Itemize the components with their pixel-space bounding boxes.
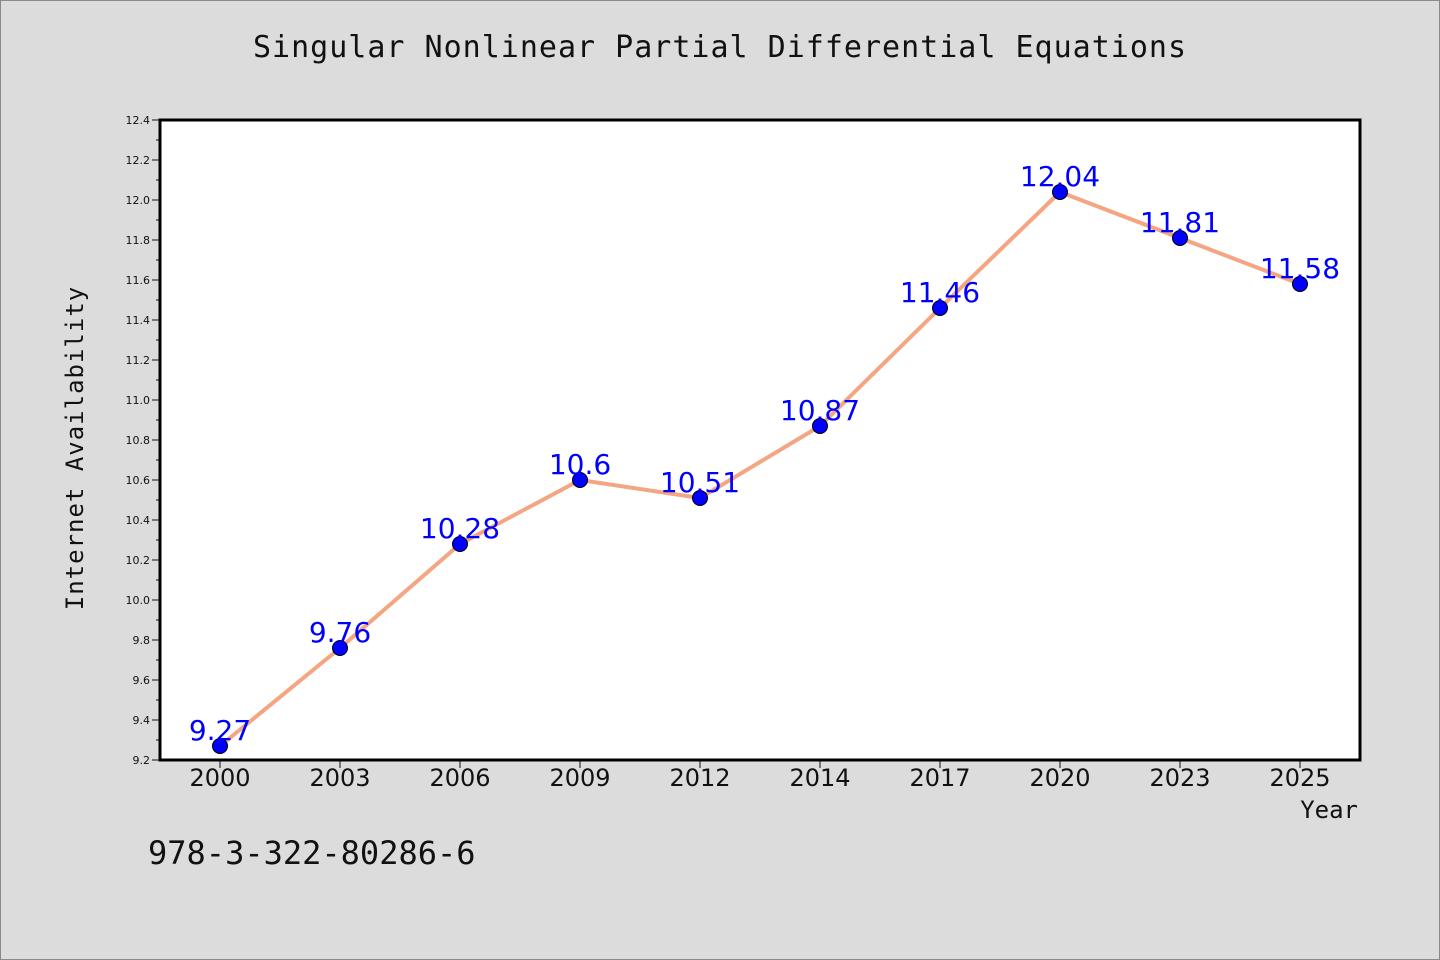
data-label: 12.04 — [1020, 160, 1100, 193]
x-tick-label: 2025 — [1269, 764, 1330, 792]
data-point — [1172, 230, 1188, 246]
y-tick-label: 10.0 — [126, 594, 151, 607]
data-label: 10.28 — [420, 512, 500, 545]
y-tick-label: 12.0 — [126, 194, 151, 207]
y-tick-label: 12.2 — [126, 154, 151, 167]
y-tick-label: 11.2 — [126, 354, 151, 367]
data-point — [332, 640, 348, 656]
y-tick-label: 11.4 — [126, 314, 151, 327]
y-tick-label: 10.8 — [126, 434, 151, 447]
x-tick-label: 2000 — [189, 764, 250, 792]
data-point — [932, 300, 948, 316]
data-point — [572, 472, 588, 488]
y-tick-label: 9.4 — [133, 714, 151, 727]
y-tick-label: 9.2 — [133, 754, 151, 767]
data-label: 9.76 — [309, 616, 371, 649]
x-tick-label: 2012 — [669, 764, 730, 792]
y-tick-label: 10.2 — [126, 554, 151, 567]
y-tick-label: 9.8 — [133, 634, 151, 647]
isbn-caption: 978-3-322-80286-6 — [148, 834, 476, 872]
y-tick-label: 9.6 — [133, 674, 151, 687]
plot-border — [158, 118, 1362, 762]
x-tick-label: 2006 — [429, 764, 490, 792]
data-label: 11.81 — [1140, 206, 1220, 239]
x-tick-label: 2020 — [1029, 764, 1090, 792]
data-label: 11.46 — [900, 276, 980, 309]
chart-title: Singular Nonlinear Partial Differential … — [252, 30, 1187, 65]
data-point — [212, 738, 228, 754]
y-tick-label: 11.6 — [126, 274, 151, 287]
data-point — [452, 536, 468, 552]
y-tick-label: 12.4 — [126, 114, 151, 127]
data-label: 10.6 — [549, 448, 611, 481]
data-label: 10.87 — [780, 394, 860, 427]
x-tick-label: 2009 — [549, 764, 610, 792]
x-tick-label: 2003 — [309, 764, 370, 792]
data-label: 11.58 — [1260, 252, 1340, 285]
series-line — [218, 190, 1302, 748]
y-tick-label: 11.0 — [126, 394, 151, 407]
data-label: 10.51 — [660, 466, 740, 499]
data-point — [1052, 184, 1068, 200]
y-tick-label: 10.4 — [126, 514, 151, 527]
x-tick-label: 2023 — [1149, 764, 1210, 792]
data-point — [1292, 276, 1308, 292]
x-axis-label: Year — [1300, 796, 1358, 824]
y-tick-label: 11.8 — [126, 234, 151, 247]
y-tick-label: 10.6 — [126, 474, 151, 487]
plot-area — [160, 120, 1360, 760]
x-tick-label: 2014 — [789, 764, 850, 792]
data-point — [692, 490, 708, 506]
data-point — [812, 418, 828, 434]
data-label: 9.27 — [189, 714, 251, 747]
x-tick-label: 2017 — [909, 764, 970, 792]
